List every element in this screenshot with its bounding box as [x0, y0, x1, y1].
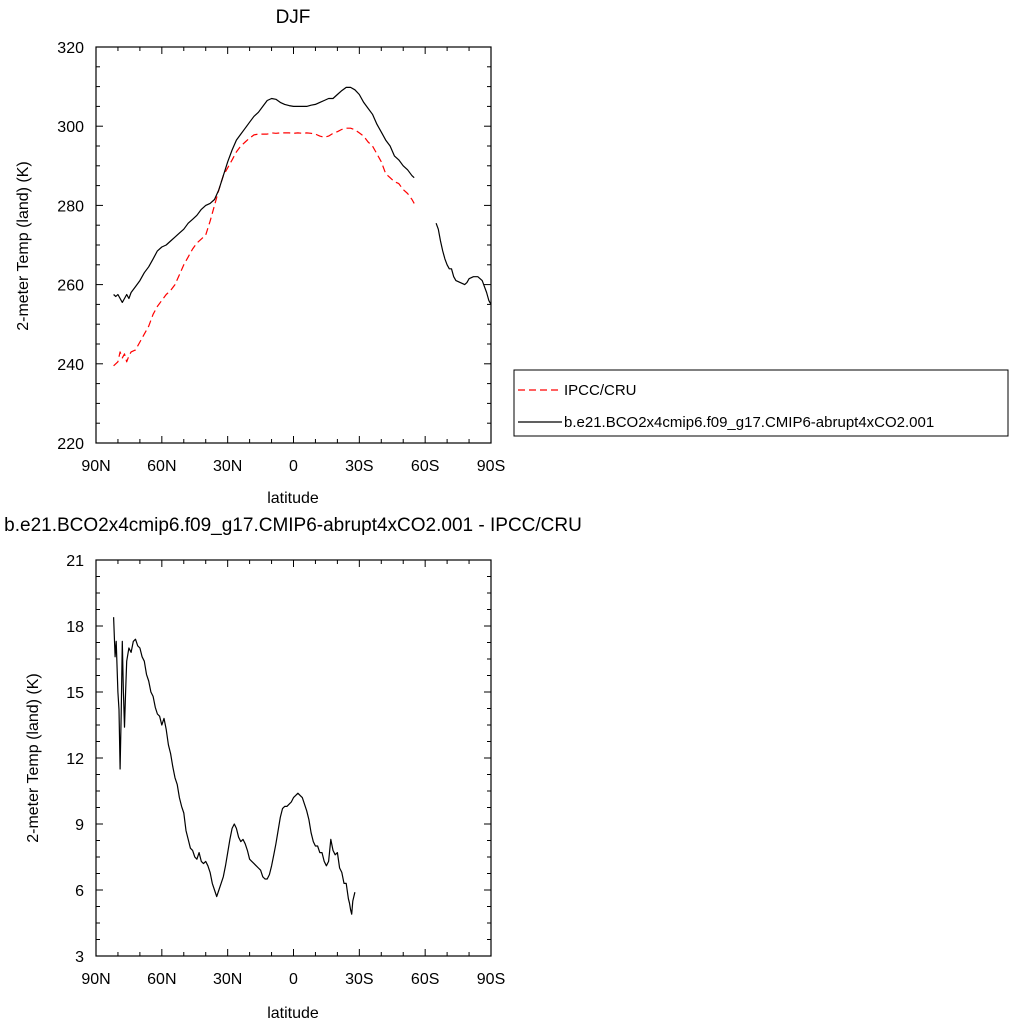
x-tick-label: 30N [213, 458, 242, 475]
x-tick-label: 60N [147, 458, 176, 475]
x-tick-label: 90S [477, 971, 505, 988]
y-tick-label: 21 [66, 553, 84, 570]
x-tick-label: 30N [213, 971, 242, 988]
y-tick-label: 280 [57, 198, 84, 215]
bottom-chart: b.e21.BCO2x4cmip6.f09_g17.CMIP6-abrupt4x… [4, 515, 582, 1022]
series-line-0-segment-0 [113, 127, 415, 367]
top-chart: DJF latitude 2-meter Temp (land) (K) 90N… [15, 7, 505, 507]
bottom-chart-plot-frame [95, 559, 492, 957]
x-tick-label: 90S [477, 458, 505, 475]
bottom-chart-ylabel: 2-meter Temp (land) (K) [25, 673, 42, 843]
y-tick-label: 240 [57, 357, 84, 374]
y-tick-label: 220 [57, 436, 84, 453]
bottom-chart-tick-labels: 90N 60N 30N 0 30S 60S 90S 3 6 9 12 15 18 21 [66, 553, 505, 988]
bottom-chart-series [113, 617, 356, 915]
x-tick-label: 60S [411, 971, 439, 988]
x-tick-label: 90N [81, 458, 110, 475]
x-tick-label: 30S [345, 971, 373, 988]
top-chart-legend: IPCC/CRU b.e21.BCO2x4cmip6.f09_g17.CMIP6… [513, 369, 1009, 437]
top-chart-ylabel: 2-meter Temp (land) (K) [15, 161, 32, 331]
y-tick-label: 320 [57, 40, 84, 57]
y-tick-label: 300 [57, 119, 84, 136]
series-line-0-segment-0 [113, 617, 356, 915]
bottom-chart-title: b.e21.BCO2x4cmip6.f09_g17.CMIP6-abrupt4x… [4, 515, 582, 536]
legend-label-model: b.e21.BCO2x4cmip6.f09_g17.CMIP6-abrupt4x… [564, 414, 934, 431]
series-line-1-segment-0 [113, 86, 415, 303]
top-chart-title: DJF [276, 7, 311, 28]
y-tick-label: 15 [66, 685, 84, 702]
x-tick-label: 60S [411, 458, 439, 475]
top-chart-plot-frame [95, 46, 492, 444]
y-tick-label: 6 [75, 883, 84, 900]
y-tick-label: 3 [75, 949, 84, 966]
top-chart-series [113, 86, 492, 367]
y-tick-label: 18 [66, 619, 84, 636]
x-tick-label: 0 [289, 971, 298, 988]
legend-label-ipcc-cru: IPCC/CRU [564, 382, 637, 399]
x-tick-label: 90N [81, 971, 110, 988]
y-tick-label: 9 [75, 817, 84, 834]
legend-box [513, 369, 1009, 437]
x-tick-label: 0 [289, 458, 298, 475]
y-tick-label: 260 [57, 278, 84, 295]
top-chart-xlabel: latitude [267, 490, 319, 507]
top-chart-tick-labels: 90N 60N 30N 0 30S 60S 90S 220 240 260 280 300 320 [57, 40, 505, 475]
y-tick-label: 12 [66, 751, 84, 768]
series-line-1-segment-1 [435, 222, 492, 305]
bottom-chart-ticks [95, 559, 492, 957]
x-tick-label: 60N [147, 971, 176, 988]
x-tick-label: 30S [345, 458, 373, 475]
bottom-chart-xlabel: latitude [267, 1005, 319, 1022]
